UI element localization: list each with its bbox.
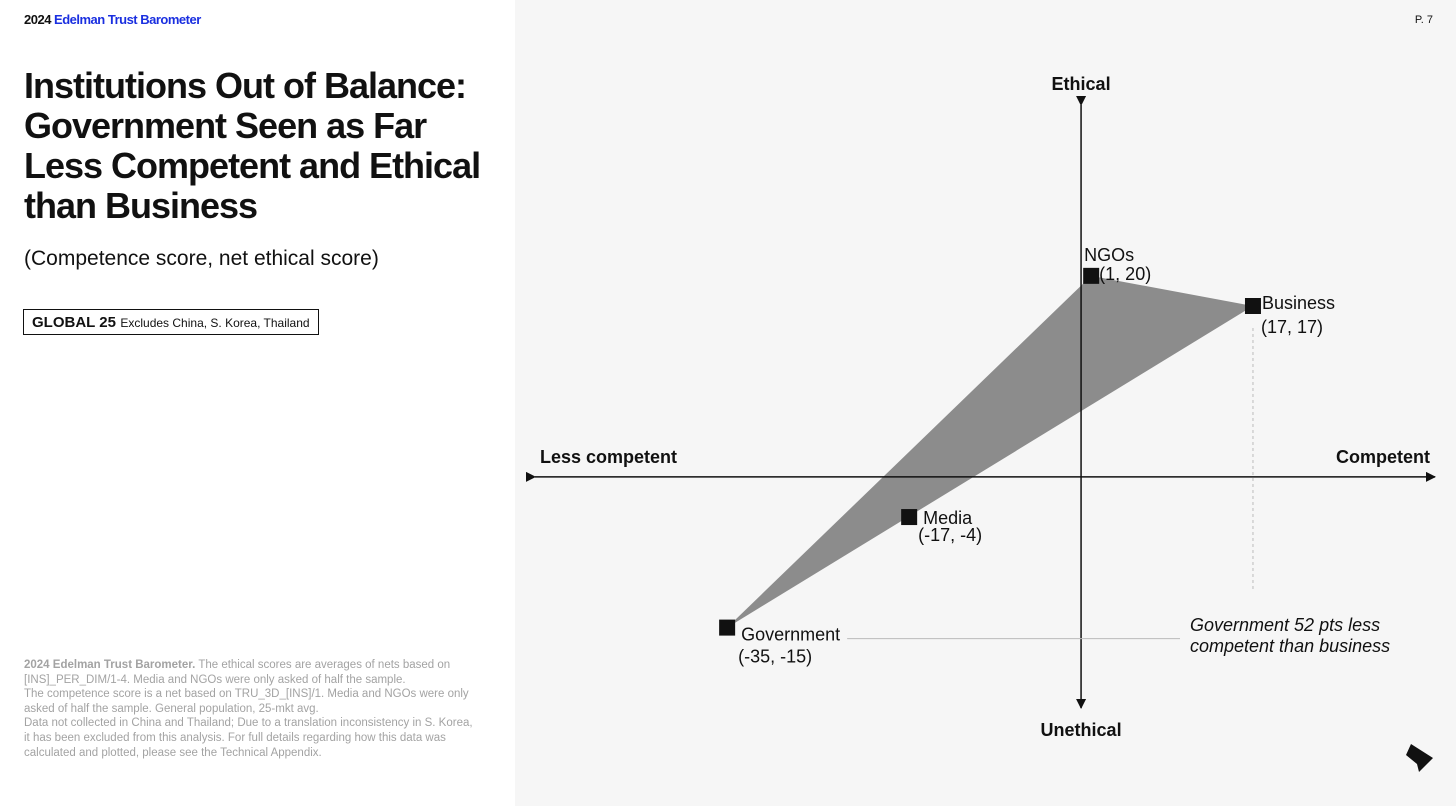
marker-media — [901, 509, 918, 526]
axis-label-unethical: Unethical — [1041, 720, 1122, 740]
footnotes: 2024 Edelman Trust Barometer. The ethica… — [24, 658, 474, 760]
footnote-line-2: The competence score is a net based on T… — [24, 688, 469, 715]
left-panel: 2024 Edelman Trust Barometer Institution… — [0, 0, 515, 806]
page-subtitle: (Competence score, net ethical score) — [24, 247, 379, 270]
page-number: P. 7 — [1414, 14, 1433, 26]
marker-ngos — [1083, 267, 1100, 284]
edelman-arrow-icon — [1406, 744, 1433, 772]
footnote-source: 2024 Edelman Trust Barometer. — [24, 659, 196, 671]
marker-government — [719, 619, 736, 636]
gap-polygon — [727, 275, 1253, 628]
axis-label-ethical: Ethical — [1052, 74, 1111, 94]
point-name-ngos: NGOs — [1084, 245, 1134, 265]
marker-business — [1244, 298, 1261, 314]
scope-badge-detail: Excludes China, S. Korea, Thailand — [120, 316, 310, 330]
point-name-business: Business — [1262, 293, 1335, 313]
brand-logo: 2024 Edelman Trust Barometer — [24, 12, 201, 27]
gap-annotation-line-2: competent than business — [1190, 636, 1390, 656]
point-value-ngos: (1, 20) — [1099, 264, 1151, 284]
point-value-business: (17, 17) — [1261, 317, 1323, 337]
scope-badge: GLOBAL 25 Excludes China, S. Korea, Thai… — [23, 309, 319, 335]
scope-badge-main: GLOBAL 25 — [32, 314, 116, 331]
point-value-media: (-17, -4) — [918, 525, 982, 545]
point-name-government: Government — [741, 625, 840, 645]
brand-year: 2024 — [24, 12, 51, 27]
footnote-1: 2024 Edelman Trust Barometer. The ethica… — [24, 658, 474, 687]
brand-name: Edelman Trust Barometer — [54, 12, 201, 27]
gap-annotation: Government 52 pts less competent than bu… — [1190, 615, 1390, 656]
page-title: Institutions Out of Balance: Government … — [24, 65, 481, 226]
gap-annotation-line-1: Government 52 pts less — [1190, 615, 1380, 635]
axis-label-less-competent: Less competent — [540, 447, 677, 467]
axis-label-competent: Competent — [1336, 447, 1430, 467]
competence-ethics-chart: Ethical Unethical Less competent Compete… — [526, 74, 1436, 740]
footnote-line-1: The ethical scores are averages of nets … — [24, 659, 451, 686]
point-name-media: Media — [923, 508, 973, 528]
footnote-line-3: Data not collected in China and Thailand… — [24, 717, 473, 759]
point-value-government: (-35, -15) — [738, 647, 812, 667]
